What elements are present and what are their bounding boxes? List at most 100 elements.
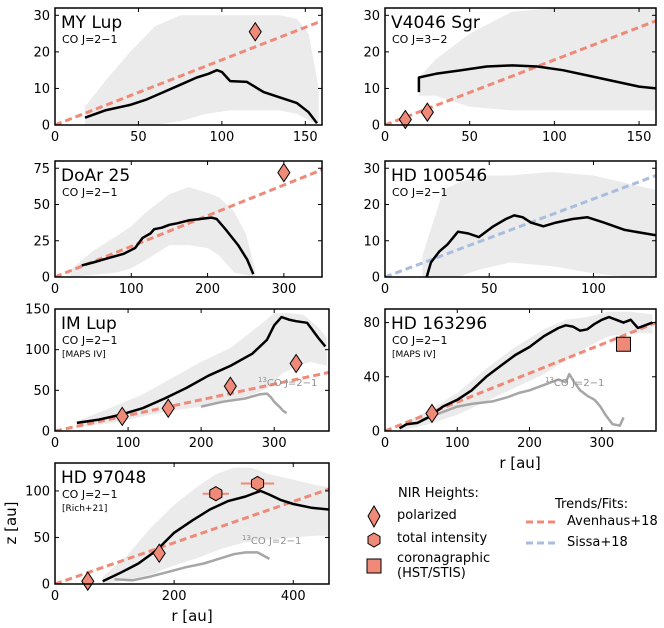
x-tick-label: 0 [51,436,59,451]
y-tick-label: 0 [42,578,50,593]
co-profile-line [398,315,653,430]
polarized-marker [161,398,175,419]
legend [366,505,556,574]
x-tick-label: 300 [271,282,296,297]
x-tick-label: 0 [51,589,59,604]
x-tick-label: 200 [189,436,214,451]
plot-area [55,15,322,125]
co-profile-line [102,489,329,583]
panel-frame [54,462,330,585]
legend-hexagon-marker [367,532,381,548]
panel-ref-tag: [MAPS IV] [62,350,106,360]
polarized-marker [248,21,262,42]
legend-avenhaus-label: Avenhaus+18 [567,514,658,529]
x-tick-label: 150 [627,130,652,145]
polarized-marker [152,543,166,564]
y-tick-label: 30 [363,162,380,177]
panel-frame [384,308,657,432]
y-tick-label: 0 [372,425,380,440]
y-tick-label: 0 [42,119,50,134]
polarized-marker [425,403,439,424]
y-tick-label: 0 [42,425,50,440]
avenhaus-trend-line [55,19,322,125]
y-tick-label: 10 [363,82,380,97]
x-tick-label: 200 [517,436,542,451]
y-tick-label: 10 [33,82,50,97]
panel-frame [384,7,657,126]
avenhaus-trend-line [55,487,329,584]
panel-title: MY Lup [61,13,122,33]
co-profile-line [84,68,318,124]
panel-line-label: CO J=3−2 [392,33,448,46]
plot-area [55,313,329,431]
y-tick-label: 100 [25,343,50,358]
panel-frame [54,7,323,126]
panel-title: HD 100546 [391,166,487,186]
coronagraphic-marker [615,336,631,352]
panel-title: V4046 Sgr [391,13,480,33]
x-tick-label: 100 [119,282,144,297]
panel-line-label: CO J=2−1 [62,334,118,347]
x-axis-label-right: r [au] [499,454,540,472]
panel-frame [384,160,657,278]
legend-sissa-label: Sissa+18 [567,535,628,550]
polarized-marker [420,102,434,123]
y-tick-label: 0 [372,119,380,134]
co-profile-line [425,214,656,277]
total-intensity-marker [250,475,265,492]
co-profile-line [81,216,255,275]
x-tick-label: 200 [195,282,220,297]
polarized-marker [289,353,303,374]
legend-polarized-label: polarized [397,508,457,523]
y-axis-label: z [au] [2,501,20,544]
total-intensity-marker [209,486,223,502]
panel-frame [54,308,330,432]
x-tick-label: 150 [293,130,318,145]
avenhaus-trend-line [55,168,322,277]
polarized-marker [398,109,412,130]
polarized-marker [81,571,95,592]
legend-square-marker [366,558,382,574]
x-tick-label: 50 [481,282,498,297]
x-tick-label: 300 [589,436,614,451]
y-tick-label: 150 [25,303,50,318]
panel-line-label: CO J=2−1 [62,33,118,46]
legend-diamond-marker [367,505,381,529]
y-tick-label: 0 [372,271,380,286]
c13-label: 13CO J=2−1 [545,376,604,389]
panel-line-label: CO J=2−1 [392,334,448,347]
c13-profile-line [114,551,270,582]
x-tick-label: 100 [209,130,234,145]
panel-ref-tag: [Rich+21] [62,504,107,514]
legend-trends-title: Trends/Fits: [555,497,629,512]
y-tick-label: 75 [33,162,50,177]
panel-title: HD 97048 [61,468,146,488]
y-tick-label: 20 [33,45,50,60]
y-tick-label: 30 [363,9,380,24]
envelope-band [418,8,656,111]
co-profile-line [417,64,656,93]
x-tick-label: 100 [542,130,567,145]
panel-line-label: CO J=2−1 [62,186,118,199]
envelope-band [70,187,255,277]
x-tick-label: 100 [116,436,141,451]
y-tick-label: 80 [363,316,380,331]
legend-corono-label-1: coronagraphic [397,551,491,566]
legend-corono-label-2: (HST/STIS) [397,566,466,581]
panel-title: DoAr 25 [61,166,130,186]
envelope-band [85,15,319,125]
c13-profile-line [200,392,288,415]
y-tick-label: 25 [33,234,50,249]
polarized-marker [223,376,237,397]
y-tick-label: 0 [42,271,50,286]
y-tick-label: 40 [363,370,380,385]
x-tick-label: 0 [381,436,389,451]
y-tick-label: 30 [33,9,50,24]
